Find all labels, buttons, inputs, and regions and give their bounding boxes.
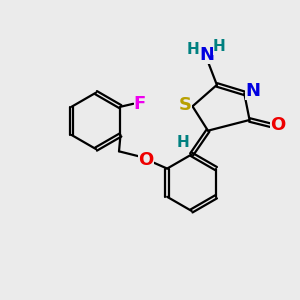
Text: F: F xyxy=(134,95,146,113)
Text: H: H xyxy=(213,39,226,54)
Text: N: N xyxy=(199,46,214,64)
Text: S: S xyxy=(178,96,192,114)
Text: N: N xyxy=(245,82,260,100)
Text: O: O xyxy=(138,151,153,169)
Text: O: O xyxy=(270,116,285,134)
Text: H: H xyxy=(186,42,199,57)
Text: H: H xyxy=(177,135,190,150)
